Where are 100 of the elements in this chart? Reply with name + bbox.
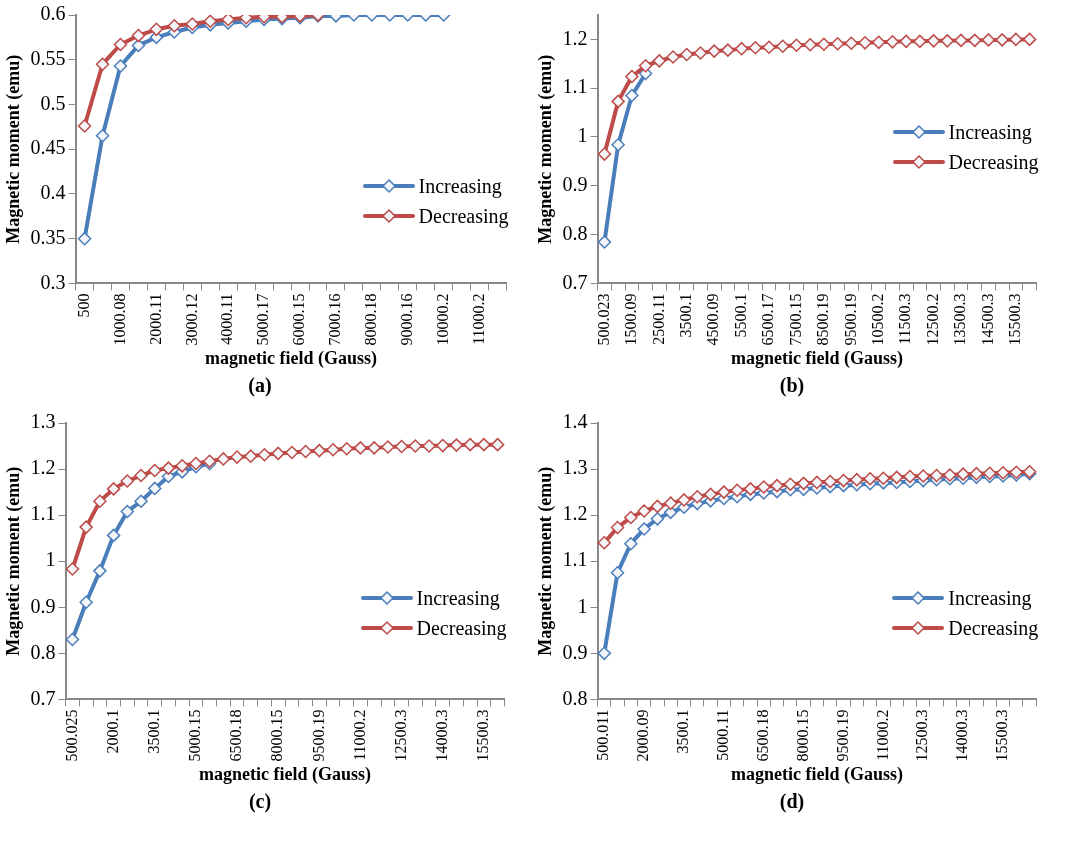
point: [652, 54, 667, 68]
point: [721, 43, 735, 57]
x-tick-label: 8500.19: [814, 293, 832, 346]
point: [611, 138, 625, 152]
point: [285, 445, 299, 460]
y-tick-label: 1.1: [30, 502, 56, 525]
y-tick-label: 0.9: [30, 594, 56, 617]
x-tick-label: 11500.3: [896, 293, 914, 345]
point: [789, 38, 804, 53]
x-axis-title: magnetic field (Gauss): [730, 763, 903, 785]
point: [844, 36, 859, 51]
x-tick-label: 5000.15: [186, 709, 204, 762]
point: [677, 493, 691, 507]
point: [940, 34, 955, 48]
x-tick-label: 3500.1: [674, 709, 692, 754]
legend-label: Decreasing: [416, 616, 507, 642]
point: [298, 444, 313, 459]
point: [943, 468, 957, 482]
x-tick-label: 500.023: [594, 293, 612, 346]
point: [625, 88, 639, 103]
point: [624, 510, 638, 525]
point: [796, 476, 811, 491]
point: [663, 496, 678, 510]
point: [995, 33, 1009, 47]
x-tick-label: 11000.2: [350, 709, 368, 761]
legend-label: Increasing: [418, 173, 502, 200]
x-tick-label: 4500.09: [704, 293, 722, 346]
point: [120, 504, 135, 519]
x-axis-title: magnetic field (Gauss): [199, 763, 372, 785]
point: [903, 469, 917, 484]
point: [899, 34, 913, 49]
point: [597, 147, 612, 161]
point: [77, 119, 92, 133]
point: [113, 37, 128, 52]
point: [730, 483, 744, 498]
x-tick-label: 1500.09: [622, 293, 640, 346]
point: [757, 480, 771, 494]
point: [436, 438, 450, 453]
text: (c): [247, 790, 273, 813]
point: [79, 595, 93, 609]
x-axis-title: magnetic field (Gauss): [205, 347, 378, 369]
point: [956, 467, 970, 481]
x-tick-label: 7000.16: [326, 293, 344, 346]
point: [968, 33, 982, 48]
point: [244, 449, 258, 463]
point: [817, 37, 831, 52]
point: [463, 437, 477, 452]
y-tick-label: 1.2: [562, 502, 588, 525]
y-tick-label: 0.3: [40, 270, 66, 293]
point: [1022, 32, 1037, 47]
point: [95, 129, 110, 143]
point: [597, 646, 611, 661]
point: [823, 474, 837, 489]
point: [969, 466, 984, 481]
y-axis-title: Magnetic moment (emu): [3, 466, 25, 656]
x-axis-title: magnetic field (Gauss): [731, 347, 904, 369]
point: [954, 33, 968, 48]
x-tick-label: 2000.09: [634, 709, 652, 762]
point: [408, 439, 423, 453]
legend-label: Decreasing: [948, 616, 1039, 642]
x-tick-label: 10500.2: [868, 293, 886, 346]
x-tick-label: 13500.3: [951, 293, 969, 346]
y-tick-label: 1.4: [562, 410, 588, 433]
x-tick-label: 9500.19: [309, 709, 327, 762]
point: [830, 37, 845, 51]
x-tick-label: 11000.2: [873, 709, 891, 761]
y-tick-label: 0.4: [40, 181, 66, 204]
y-tick-label: 1: [45, 548, 56, 571]
point: [610, 565, 625, 580]
point: [326, 442, 340, 457]
x-tick-label: 7500.15: [786, 293, 804, 346]
point: [79, 520, 93, 534]
point: [597, 536, 611, 550]
x-tick-label: 8000.18: [362, 293, 380, 346]
point: [149, 22, 164, 37]
point: [312, 443, 327, 458]
x-tick-label: 4000.11: [218, 293, 236, 345]
y-tick-label: 1: [577, 594, 588, 617]
point: [836, 473, 851, 488]
x-tick-label: 15500.3: [993, 709, 1011, 762]
point: [185, 17, 200, 31]
x-tick-label: 500: [74, 293, 92, 318]
x-tick-label: 14000.3: [953, 709, 971, 762]
x-tick-label: 5000.11: [714, 709, 732, 761]
y-tick-label: 1.2: [562, 26, 588, 49]
point: [717, 485, 731, 499]
point: [93, 494, 107, 509]
y-tick-label: 0.8: [30, 640, 56, 663]
y-tick-label: 1.1: [562, 548, 588, 571]
y-tick-label: 0.7: [30, 686, 56, 709]
point: [680, 47, 694, 62]
point: [803, 38, 817, 52]
x-tick-label: 500.025: [62, 709, 80, 762]
x-tick-label: 12500.2: [923, 293, 941, 346]
text: (d): [778, 790, 806, 813]
y-tick-label: 0.55: [30, 46, 66, 69]
x-tick-label: 10000.2: [433, 293, 451, 346]
legend-label: Decreasing: [948, 150, 1039, 176]
point: [367, 441, 381, 455]
legend-label: Increasing: [948, 120, 1032, 146]
